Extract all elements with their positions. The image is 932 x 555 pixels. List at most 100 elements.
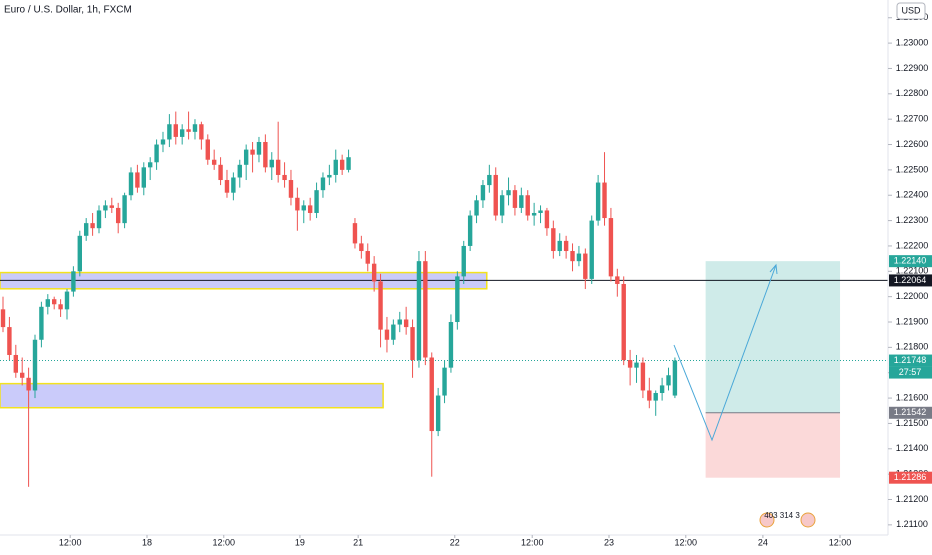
stop-label: 1.21286	[894, 472, 927, 482]
candle-body	[384, 329, 390, 340]
candle-body	[167, 124, 172, 140]
target-label-bg	[889, 255, 932, 268]
y-tick-label: 1.22100	[896, 266, 929, 276]
currency[interactable]: USD	[901, 5, 921, 15]
candle-body	[301, 205, 306, 211]
candle-body	[352, 223, 358, 244]
candle-body	[627, 360, 633, 368]
candle-body	[205, 139, 210, 160]
x-tick-label: 19	[295, 537, 305, 547]
y-tick-label: 1.22700	[896, 114, 929, 124]
candle-body	[96, 210, 102, 229]
candle-body	[480, 185, 486, 201]
candle-body	[499, 195, 505, 216]
currency-box[interactable]	[896, 2, 926, 20]
level-label: 1.22064	[894, 275, 927, 285]
candle-body	[115, 207, 121, 224]
candle-body	[231, 177, 236, 193]
x-tick-label: 12:00	[59, 537, 82, 547]
candle-body	[218, 164, 223, 181]
candle-body	[275, 159, 281, 175]
candle-body	[128, 172, 134, 196]
candle-body	[659, 385, 665, 394]
x-tick-label: 12:00	[675, 537, 698, 547]
candle-body	[448, 322, 454, 368]
candle-body	[237, 164, 242, 178]
candle-body	[634, 362, 639, 368]
candle-body	[602, 182, 607, 219]
candle-body	[461, 245, 466, 277]
x-tick-label: 23	[604, 537, 614, 547]
y-tick-label: 1.22200	[896, 240, 929, 250]
candle-body	[58, 304, 63, 310]
candle-body	[647, 390, 652, 401]
candle-body	[653, 393, 658, 401]
y-tick-label: 1.22300	[896, 215, 929, 225]
x-tick-label: 22	[450, 537, 460, 547]
candle-body	[256, 141, 262, 155]
candle-body	[621, 283, 626, 361]
candle-body	[192, 124, 198, 132]
countdown: 27:57	[899, 367, 922, 377]
candle-body	[243, 149, 249, 165]
candle-body	[359, 243, 364, 252]
candle-body	[608, 218, 614, 277]
candle-body	[512, 190, 518, 208]
candle-body	[288, 180, 294, 198]
candle-body	[583, 253, 588, 279]
candle-body	[314, 190, 319, 213]
y-tick-label: 1.22900	[896, 63, 929, 73]
candle-body	[403, 319, 409, 328]
candle-body	[173, 124, 178, 137]
y-tick-label: 1.22800	[896, 88, 929, 98]
candle-body	[455, 276, 460, 323]
current-price-label: 1.21748	[894, 355, 927, 365]
loss-zone	[705, 412, 841, 478]
candle-body	[282, 174, 287, 181]
y-tick-label: 1.22600	[896, 139, 929, 149]
x-tick-label: 21	[353, 537, 363, 547]
candle-body	[531, 212, 537, 216]
candle-body	[672, 360, 678, 396]
x-tick-label: 12:00	[829, 537, 852, 547]
candle-body	[365, 251, 370, 264]
candle-body	[391, 324, 396, 340]
candle-body	[109, 205, 114, 208]
x-tick-label: 12:00	[213, 537, 236, 547]
flag-icon	[800, 512, 816, 528]
candle-body	[615, 276, 620, 284]
y-tick-label: 1.21200	[896, 494, 929, 504]
candle-body	[371, 263, 377, 282]
candle-body	[557, 240, 562, 252]
candle-body	[333, 159, 338, 175]
candle-body	[52, 299, 57, 305]
candle-body	[487, 174, 492, 186]
candle-body	[122, 195, 127, 224]
y-tick-label: 1.21400	[896, 443, 929, 453]
candle-body	[26, 377, 31, 391]
target-label: 1.22140	[894, 256, 927, 266]
candle-body	[224, 180, 230, 193]
candle-body	[295, 197, 300, 211]
candle-body	[32, 339, 38, 391]
countdown-bg	[889, 366, 932, 379]
candle-body	[154, 144, 159, 163]
profit-zone	[705, 261, 841, 413]
badge-text: 403 314 3	[764, 511, 800, 520]
candle-body	[327, 174, 332, 178]
candle-body	[640, 362, 646, 391]
candle-body	[563, 240, 569, 252]
candle-body	[595, 182, 601, 221]
candle-body	[423, 261, 428, 358]
candle-body	[269, 159, 274, 168]
candle-body	[20, 372, 25, 378]
entry-label: 1.21542	[894, 407, 927, 417]
candle-body	[199, 124, 204, 140]
candle-body	[7, 327, 12, 355]
candle-body	[250, 149, 255, 155]
candle-body	[186, 129, 191, 132]
candle-body	[519, 195, 524, 208]
candle-body	[263, 141, 268, 168]
candle-body	[416, 261, 422, 361]
